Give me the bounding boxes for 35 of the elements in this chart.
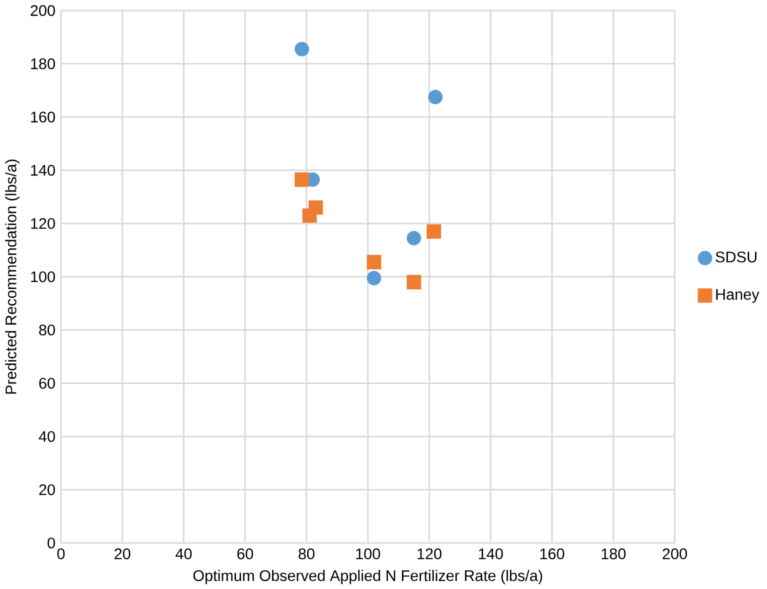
y-tick-label: 100 (31, 271, 55, 282)
x-tick-label: 160 (540, 548, 564, 560)
y-tick-label: 60 (39, 378, 55, 389)
y-tick-label: 20 (39, 484, 55, 496)
x-tick-label: 20 (114, 548, 130, 560)
legend-label: Haney (716, 289, 760, 303)
point (294, 42, 310, 56)
x-tick-label: 140 (479, 548, 503, 560)
y-axis-title: Predicted Recommendation (lbs/a) (5, 160, 20, 394)
x-tick-label: 80 (298, 548, 314, 560)
point (366, 254, 382, 270)
x-axis-title: Optimum Observed Applied N Fertilizer Rate (lbs/a) (193, 570, 542, 584)
x-tick-label: 200 (662, 548, 687, 560)
y-tick-label: 160 (31, 111, 55, 122)
x-tick-label: 40 (176, 548, 192, 560)
y-tick-label: 120 (31, 218, 55, 229)
y-tick-label: 40 (38, 430, 55, 442)
y-tick-label: 140 (31, 164, 55, 176)
point (406, 230, 422, 246)
x-tick-label: 120 (418, 548, 442, 560)
point (308, 200, 323, 215)
point (366, 270, 382, 286)
point (428, 90, 443, 104)
legend-label: SDSU (716, 251, 756, 262)
x-tick-label: 100 (356, 548, 380, 560)
y-tick-label: 0 (48, 537, 55, 548)
point (406, 274, 422, 290)
x-tick-label: 60 (237, 548, 254, 560)
point (294, 172, 310, 187)
point (426, 224, 442, 239)
y-tick-label: 200 (30, 4, 55, 16)
x-tick-label: 180 (602, 548, 626, 560)
x-tick-label: 0 (57, 548, 65, 560)
y-tick-label: 80 (39, 324, 55, 336)
y-tick-label: 180 (31, 58, 55, 70)
